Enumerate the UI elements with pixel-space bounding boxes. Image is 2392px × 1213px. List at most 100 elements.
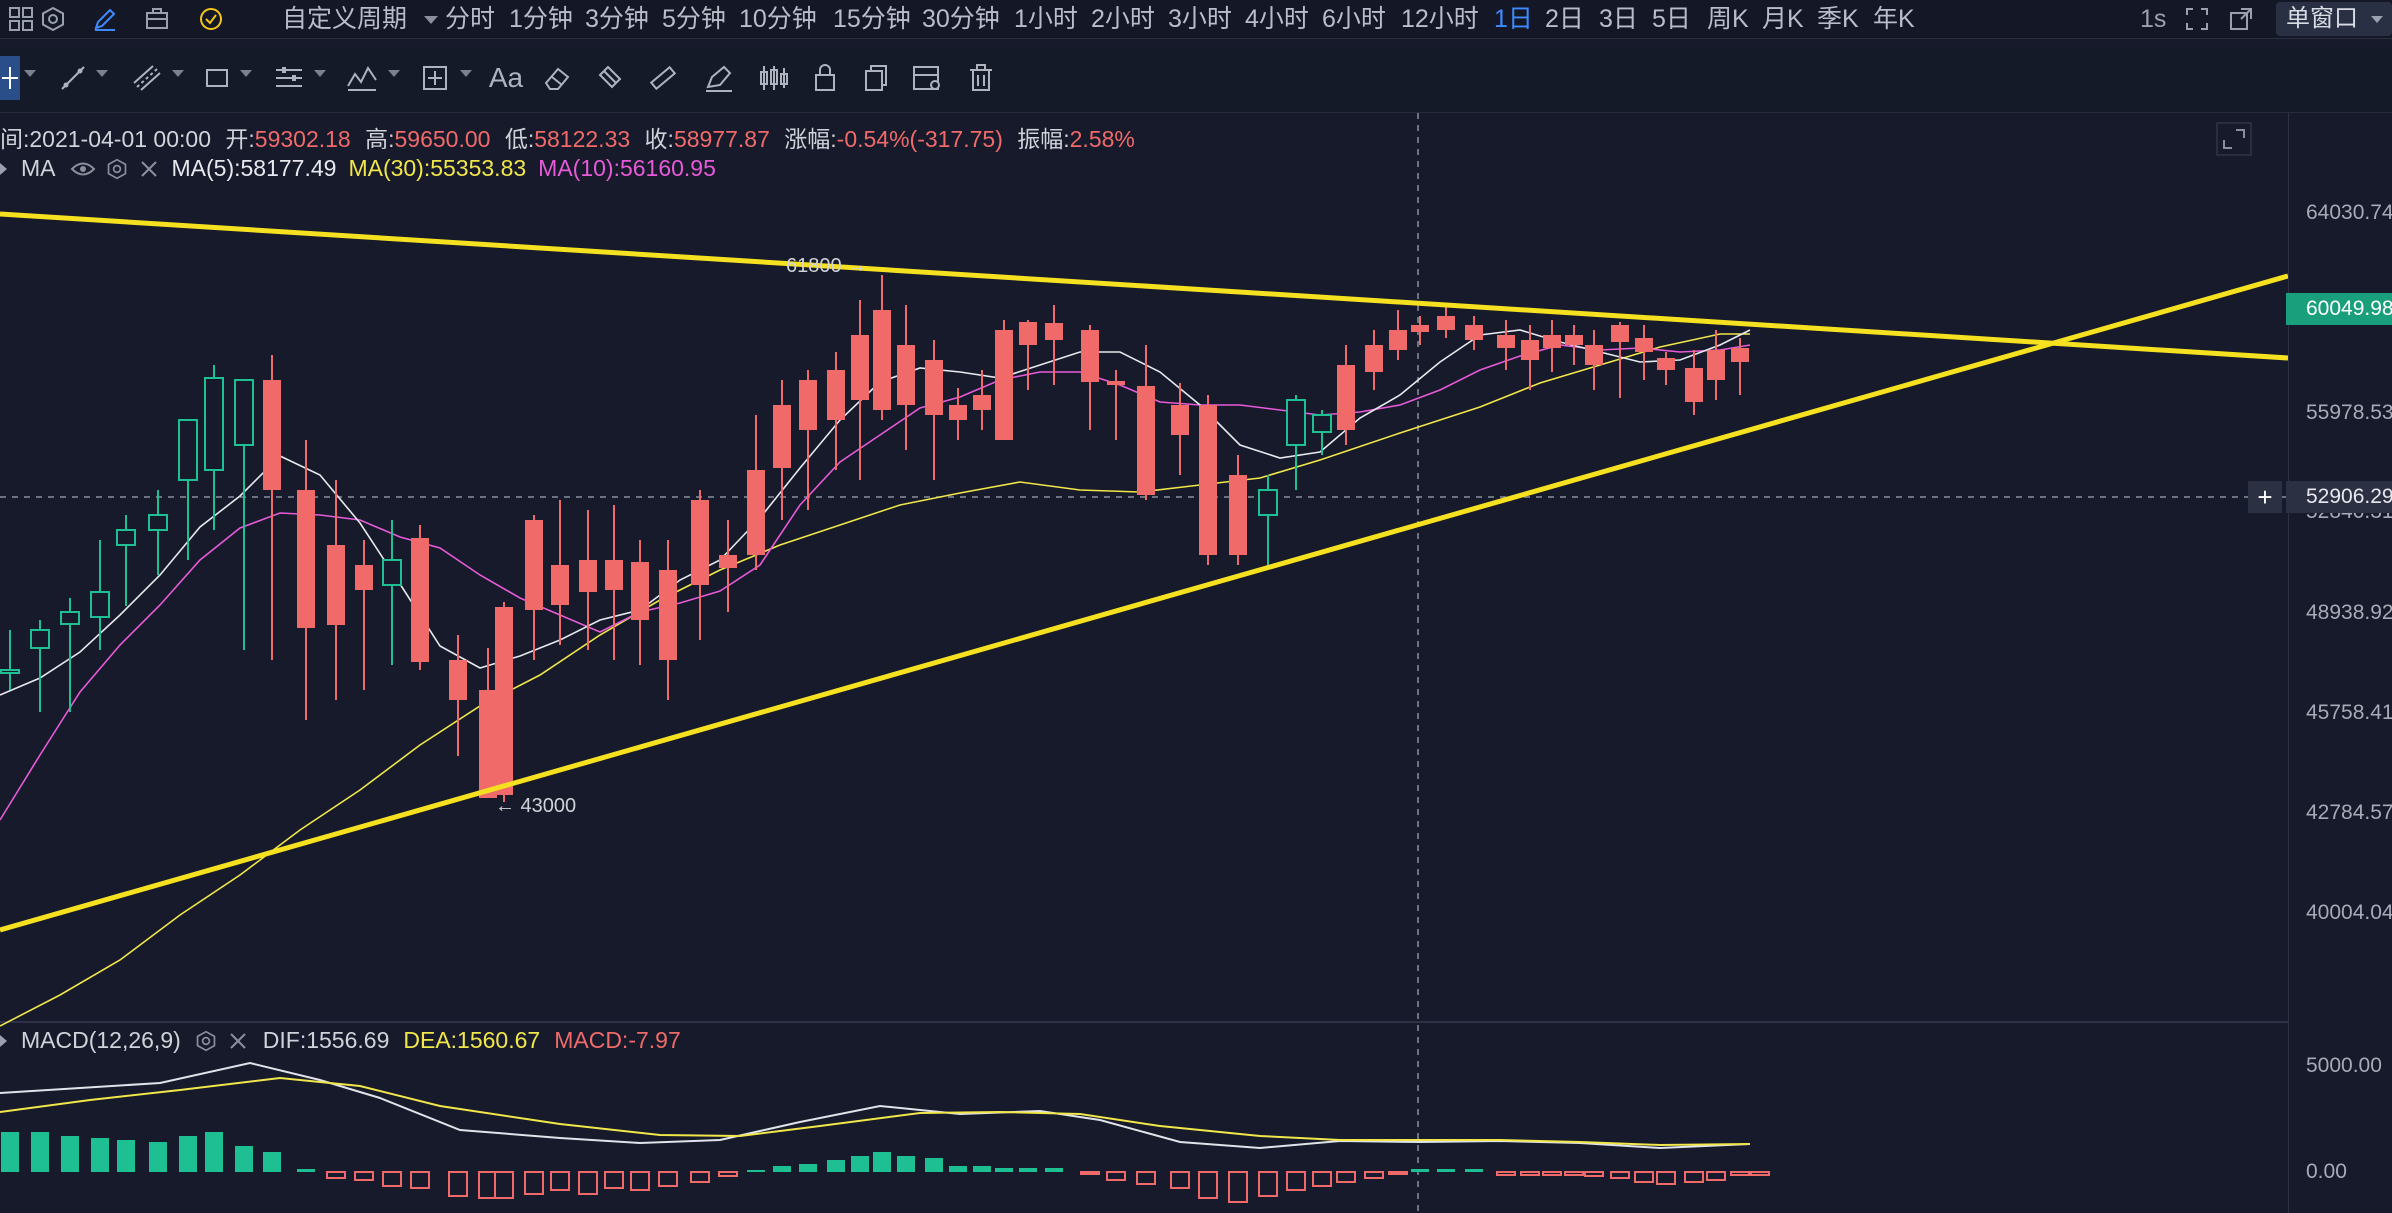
- price-tick: 42784.57: [2306, 801, 2392, 824]
- period-tab[interactable]: 30分钟: [922, 5, 1000, 33]
- text-tool-button[interactable]: Aa: [488, 62, 524, 93]
- period-tab[interactable]: 周K: [1707, 5, 1749, 33]
- chevron-down-icon[interactable]: [24, 70, 36, 77]
- ma10-value: MA(10):56160.95: [538, 155, 716, 181]
- candle-body: [691, 500, 709, 585]
- chevron-down-icon[interactable]: [460, 70, 472, 77]
- candle-body: [116, 529, 136, 546]
- macd-bar: [179, 1136, 197, 1172]
- chevron-down-icon[interactable]: [388, 70, 400, 77]
- brush-tool-icon[interactable]: [702, 56, 736, 100]
- macd-bar: [1520, 1171, 1540, 1176]
- period-tab[interactable]: 10分钟: [739, 5, 817, 33]
- price-axis[interactable]: [2288, 113, 2392, 1213]
- magnet-tool-icon[interactable]: [592, 56, 626, 100]
- trend-line-tool-icon[interactable]: [56, 56, 90, 100]
- briefcase-icon[interactable]: [142, 4, 172, 34]
- chevron-down-icon[interactable]: [172, 70, 184, 77]
- candle-body: [1707, 350, 1725, 380]
- settings-hexagon-icon[interactable]: [195, 1030, 217, 1052]
- period-tab[interactable]: 1日: [1494, 5, 1533, 33]
- candlestick-type-icon[interactable]: [756, 56, 790, 100]
- period-tab[interactable]: 5分钟: [662, 5, 726, 33]
- copy-tool-icon[interactable]: [860, 56, 892, 100]
- expand-icon[interactable]: [2216, 122, 2252, 156]
- period-tab[interactable]: 3分钟: [585, 5, 649, 33]
- layout-settings-icon[interactable]: [910, 56, 944, 100]
- candle-body: [1199, 405, 1217, 555]
- period-tab[interactable]: 12小时: [1401, 5, 1479, 33]
- macd-dea-line: [0, 1076, 1751, 1147]
- collapse-arrow-icon[interactable]: [0, 1034, 7, 1047]
- macd-bar: [925, 1158, 943, 1172]
- grid-icon[interactable]: [6, 4, 36, 34]
- add-alert-plus-icon[interactable]: +: [2248, 481, 2282, 513]
- rectangle-tool-icon[interactable]: [202, 56, 232, 100]
- macd-indicator-name: MACD(12,26,9): [21, 1027, 181, 1053]
- candle-body: [605, 560, 623, 590]
- macd-bar: [949, 1166, 967, 1172]
- custom-period-dropdown[interactable]: 自定义周期: [282, 0, 438, 38]
- popout-window-icon[interactable]: [2226, 4, 2256, 34]
- lock-tool-icon[interactable]: [810, 56, 840, 100]
- macd-histogram: [1, 1132, 1770, 1203]
- measure-tool-icon[interactable]: [418, 56, 452, 100]
- pattern-tool-icon[interactable]: [344, 56, 380, 100]
- candle-body: [449, 660, 467, 700]
- chevron-down-icon[interactable]: [96, 70, 108, 77]
- candle-body: [1611, 325, 1629, 342]
- collapse-arrow-icon[interactable]: [0, 162, 7, 175]
- period-tab[interactable]: 1分钟: [509, 5, 573, 33]
- macd-bar: [1198, 1171, 1218, 1199]
- macd-dif-line: [0, 1061, 1751, 1150]
- candle-body: [851, 335, 869, 400]
- ohlc-info-row: 间:2021-04-01 00:00 开:59302.18 高:59650.00…: [0, 120, 1135, 154]
- open-value: 59302.18: [254, 126, 351, 152]
- time-label: 间:: [0, 126, 30, 152]
- candle-body: [178, 419, 198, 481]
- period-tab[interactable]: 季K: [1817, 5, 1859, 33]
- settings-hexagon-icon[interactable]: [38, 4, 68, 34]
- period-tab[interactable]: 2小时: [1091, 5, 1155, 33]
- candle-body: [973, 395, 991, 410]
- macd-bar: [1388, 1171, 1408, 1175]
- window-mode-button[interactable]: 单窗口: [2276, 2, 2392, 36]
- close-icon[interactable]: [140, 160, 158, 178]
- candle-body: [30, 629, 50, 649]
- settings-hexagon-icon[interactable]: [106, 158, 128, 180]
- top-bar: 自定义周期 分时 1分钟 3分钟 5分钟 10分钟 15分钟 30分钟 1小时 2小时 3小时 4小…: [0, 0, 2392, 39]
- eraser-tool-icon[interactable]: [540, 56, 574, 100]
- period-tab[interactable]: 分时: [445, 5, 496, 33]
- crosshair-tool-button[interactable]: [0, 56, 20, 100]
- eye-icon[interactable]: [70, 160, 96, 178]
- fullscreen-icon[interactable]: [2182, 4, 2212, 34]
- candle-body: [873, 310, 891, 410]
- close-icon[interactable]: [229, 1032, 247, 1050]
- chevron-down-icon[interactable]: [240, 70, 252, 77]
- ruler-tool-icon[interactable]: [646, 56, 680, 100]
- price-tick: 64030.74: [2306, 201, 2392, 224]
- trash-icon[interactable]: [966, 56, 996, 100]
- pen-icon[interactable]: [90, 4, 120, 34]
- speed-gauge-icon[interactable]: [196, 4, 226, 34]
- candle-body: [327, 545, 345, 625]
- parallel-channel-tool-icon[interactable]: [128, 56, 166, 100]
- period-tab[interactable]: 4小时: [1245, 5, 1309, 33]
- period-tab[interactable]: 5日: [1652, 5, 1691, 33]
- period-tab[interactable]: 年K: [1873, 5, 1915, 33]
- period-tab[interactable]: 15分钟: [833, 5, 911, 33]
- fibonacci-tool-icon[interactable]: [272, 56, 306, 100]
- period-tab[interactable]: 2日: [1545, 5, 1584, 33]
- candle-body: [773, 405, 791, 468]
- period-tab[interactable]: 6小时: [1322, 5, 1386, 33]
- period-tab[interactable]: 3日: [1599, 5, 1638, 33]
- refresh-rate[interactable]: 1s: [2140, 5, 2167, 33]
- period-tab[interactable]: 1小时: [1014, 5, 1078, 33]
- chevron-down-icon[interactable]: [314, 70, 326, 77]
- candle-body: [631, 562, 649, 620]
- candle-body: [297, 490, 315, 628]
- candle-body: [234, 379, 254, 446]
- support-trendline: [0, 273, 2289, 933]
- period-tab[interactable]: 月K: [1762, 5, 1804, 33]
- period-tab[interactable]: 3小时: [1168, 5, 1232, 33]
